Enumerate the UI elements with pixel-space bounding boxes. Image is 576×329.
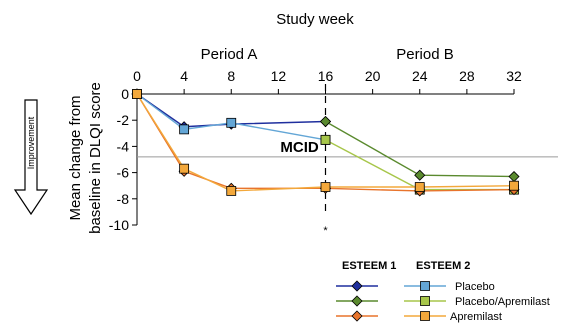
x-ticks: 0 4 8 12 16 20 24 28 32 (133, 68, 522, 94)
period-b-label: Period B (396, 46, 454, 63)
y-axis-title-line1: Mean change from (67, 95, 84, 220)
data-point (179, 124, 190, 135)
data-point (179, 163, 190, 174)
data-point (414, 182, 425, 192)
legend-header-esteem1: ESTEEM 1 (342, 260, 396, 272)
period-a-label: Period A (201, 46, 258, 63)
x-tick-label: 16 (318, 68, 334, 84)
x-tick-label: 28 (459, 68, 475, 84)
mcid-label: MCID (280, 139, 318, 156)
data-point (226, 117, 237, 128)
series-esteem1-placebo-apremilast (319, 115, 520, 183)
data-point (319, 115, 332, 128)
improvement-label: Improvement (26, 116, 36, 169)
data-point (320, 182, 331, 192)
legend: ESTEEM 1 ESTEEM 2 Placebo Placebo/Apremil… (336, 260, 550, 323)
data-point (414, 169, 426, 181)
series-layer (131, 88, 520, 197)
legend-label: Placebo/Apremilast (455, 296, 550, 308)
y-tick-label: 0 (121, 86, 129, 102)
y-axis-title-line2: baseline in DLQI score (87, 82, 104, 234)
series-esteem2-apremilast (132, 89, 519, 196)
x-tick-label: 32 (506, 68, 522, 84)
series-line (136, 93, 515, 192)
legend-label: Apremilast (450, 311, 502, 323)
y-ticks: 0 -2 -4 -6 -8 -10 (109, 86, 137, 233)
x-tick-label: 0 (133, 68, 141, 84)
divider-footnote: * (323, 225, 328, 237)
data-point (226, 186, 237, 196)
legend-marker-esteem2 (420, 311, 430, 321)
series-line (325, 120, 515, 178)
x-tick-label: 20 (365, 68, 381, 84)
y-tick-label: -2 (117, 112, 130, 128)
legend-marker-esteem1 (351, 310, 363, 322)
x-tick-label: 4 (180, 68, 188, 84)
legend-marker-esteem1 (351, 280, 363, 292)
legend-marker-esteem2 (420, 281, 430, 291)
improvement-arrow: Improvement (13, 99, 49, 216)
x-tick-label: 8 (227, 68, 235, 84)
data-point (132, 89, 142, 99)
legend-label: Placebo (455, 281, 495, 293)
y-tick-label: -8 (117, 191, 130, 207)
y-tick-label: -4 (117, 138, 130, 154)
x-tick-label: 24 (412, 68, 428, 84)
data-point (509, 180, 519, 191)
legend-header-esteem2: ESTEEM 2 (416, 260, 470, 272)
legend-row: Placebo/Apremilast (336, 295, 550, 308)
legend-row: Placebo (336, 280, 495, 293)
data-point (320, 134, 331, 145)
legend-row: Apremilast (336, 310, 502, 323)
chart-title: Study week (276, 11, 354, 28)
y-tick-label: -6 (117, 165, 130, 181)
legend-marker-esteem2 (420, 296, 430, 306)
legend-marker-esteem1 (351, 295, 363, 307)
series-line (136, 93, 326, 141)
x-tick-label: 12 (271, 68, 287, 84)
data-point (508, 170, 520, 183)
y-tick-label: -10 (109, 217, 129, 233)
